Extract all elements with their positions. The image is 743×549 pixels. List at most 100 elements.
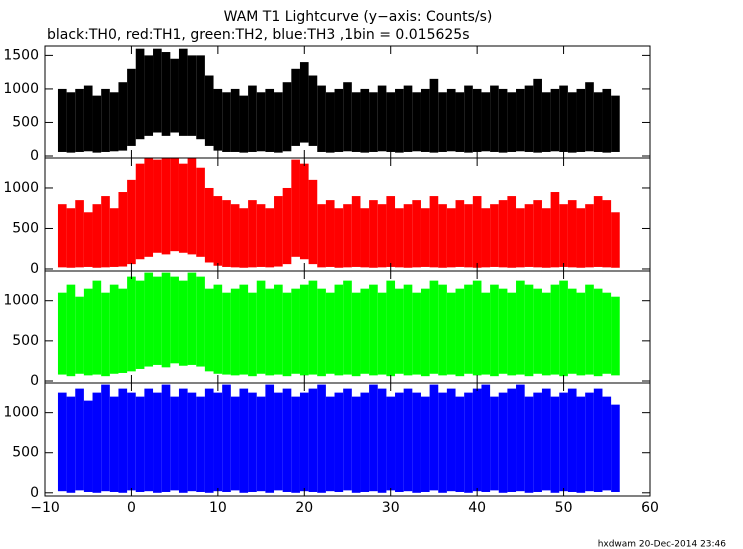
count-range	[299, 163, 309, 260]
count-range	[351, 196, 361, 267]
count-range	[516, 280, 525, 375]
count-range	[611, 212, 620, 268]
count-range	[472, 388, 482, 492]
x-tick-label: 60	[641, 500, 659, 516]
count-range	[464, 85, 473, 153]
count-range	[524, 284, 534, 377]
count-range	[299, 392, 309, 492]
count-range	[187, 392, 197, 492]
chart-subtitle: black:TH0, red:TH1, green:TH2, blue:TH3 …	[47, 27, 470, 43]
count-range	[567, 200, 577, 268]
count-range	[239, 284, 249, 375]
count-range	[455, 200, 465, 267]
y-tick-label: 500	[12, 333, 39, 349]
count-range	[334, 88, 344, 152]
y-tick-label: 0	[30, 261, 39, 277]
count-range	[481, 92, 491, 152]
count-range	[593, 388, 603, 492]
count-range	[204, 75, 214, 146]
count-range	[343, 204, 352, 268]
count-range	[101, 196, 110, 268]
count-range	[187, 158, 197, 255]
count-range	[83, 400, 93, 492]
count-range	[118, 192, 128, 267]
count-range	[446, 292, 456, 375]
count-range	[369, 284, 378, 376]
count-range	[481, 208, 491, 268]
count-range	[299, 284, 309, 376]
y-tick-label: 1000	[3, 293, 39, 309]
y-tick-label: 500	[12, 220, 39, 236]
count-range	[109, 396, 119, 492]
count-range	[204, 388, 214, 493]
count-range	[593, 92, 603, 152]
x-tick-label: 30	[382, 500, 400, 516]
count-range	[533, 78, 542, 153]
count-range	[92, 95, 102, 153]
count-range	[291, 159, 300, 257]
count-range	[360, 88, 370, 153]
count-range	[412, 92, 421, 152]
count-range	[308, 75, 318, 146]
count-range	[282, 292, 292, 377]
count-range	[187, 55, 197, 136]
panel	[57, 48, 620, 153]
count-range	[455, 92, 465, 152]
count-range	[455, 396, 465, 492]
count-range	[446, 88, 456, 152]
count-range	[83, 288, 93, 376]
panel	[57, 384, 620, 493]
chart-title: WAM T1 Lightcurve (y−axis: Counts/s)	[224, 9, 493, 25]
count-range	[274, 284, 283, 375]
count-range	[66, 92, 76, 153]
count-range	[57, 88, 67, 152]
count-range	[351, 292, 361, 377]
panel	[57, 272, 620, 377]
count-range	[299, 62, 309, 143]
y-tick-label: 1000	[3, 405, 39, 421]
count-range	[196, 276, 205, 367]
count-range	[585, 82, 594, 152]
count-range	[576, 208, 586, 268]
count-range	[507, 388, 517, 492]
count-range	[230, 88, 240, 152]
count-range	[567, 92, 577, 153]
count-range	[101, 292, 110, 377]
count-range	[395, 392, 404, 492]
count-range	[256, 396, 266, 492]
count-range	[403, 204, 413, 268]
count-range	[222, 200, 231, 267]
count-range	[196, 167, 205, 257]
count-range	[464, 392, 473, 493]
count-range	[161, 384, 171, 492]
count-range	[611, 95, 620, 152]
y-tick-label: 0	[30, 373, 39, 389]
count-range	[377, 388, 387, 493]
count-range	[230, 288, 240, 376]
footer: hxdwam 20-Dec-2014 23:46	[598, 540, 727, 549]
count-range	[213, 88, 223, 151]
count-range	[576, 292, 586, 376]
count-range	[75, 88, 84, 152]
count-range	[222, 292, 231, 375]
count-range	[611, 404, 620, 492]
count-range	[420, 288, 430, 377]
count-range	[161, 272, 171, 368]
count-range	[196, 396, 205, 492]
count-range	[360, 208, 370, 268]
x-tick-label: −10	[30, 500, 60, 516]
count-range	[222, 384, 231, 492]
count-range	[533, 200, 542, 268]
count-range	[507, 92, 517, 152]
count-range	[438, 92, 447, 152]
count-range	[127, 179, 136, 265]
count-range	[386, 196, 396, 267]
count-range	[291, 396, 300, 493]
count-range	[118, 388, 128, 493]
count-range	[412, 392, 421, 493]
count-range	[92, 204, 102, 268]
count-range	[239, 95, 249, 153]
count-range	[317, 85, 326, 152]
count-range	[153, 48, 162, 133]
